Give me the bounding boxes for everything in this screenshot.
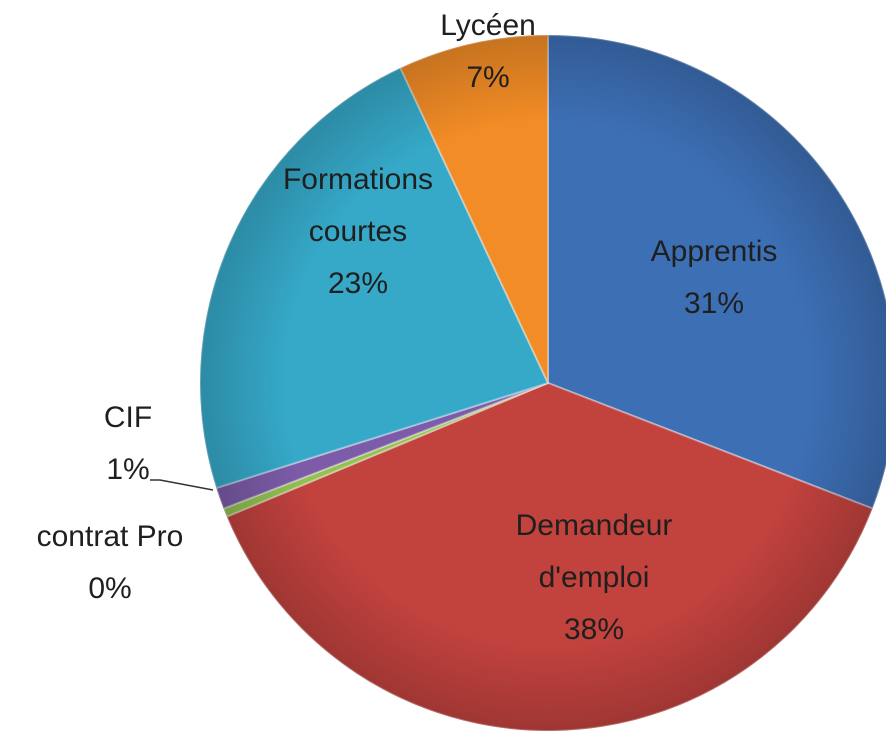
slice-label: Lycéen 7% [408,0,568,104]
slice-label: contrat Pro 0% [0,511,220,615]
value-label: 31% [683,287,745,320]
slice-label: Demandeur d'emploi 38% [484,500,704,656]
category-label: contrat Pro [36,520,184,553]
value-label: 0% [88,572,132,605]
category-label: Apprentis [650,235,778,268]
value-label: 38% [563,613,625,646]
category-label: Lycéen [440,9,536,42]
category-label: CIF [103,401,153,434]
value-label: 23% [327,267,389,300]
category-label: Formations courtes [282,163,434,248]
slice-label: Apprentis 31% [614,226,814,330]
leader-line [150,479,214,491]
value-label: 7% [466,61,510,94]
category-label: Demandeur d'emploi [515,509,673,594]
value-label: 1% [106,453,150,486]
slice-label: Formations courtes 23% [258,154,458,310]
slice-label: CIF 1% [78,392,178,496]
